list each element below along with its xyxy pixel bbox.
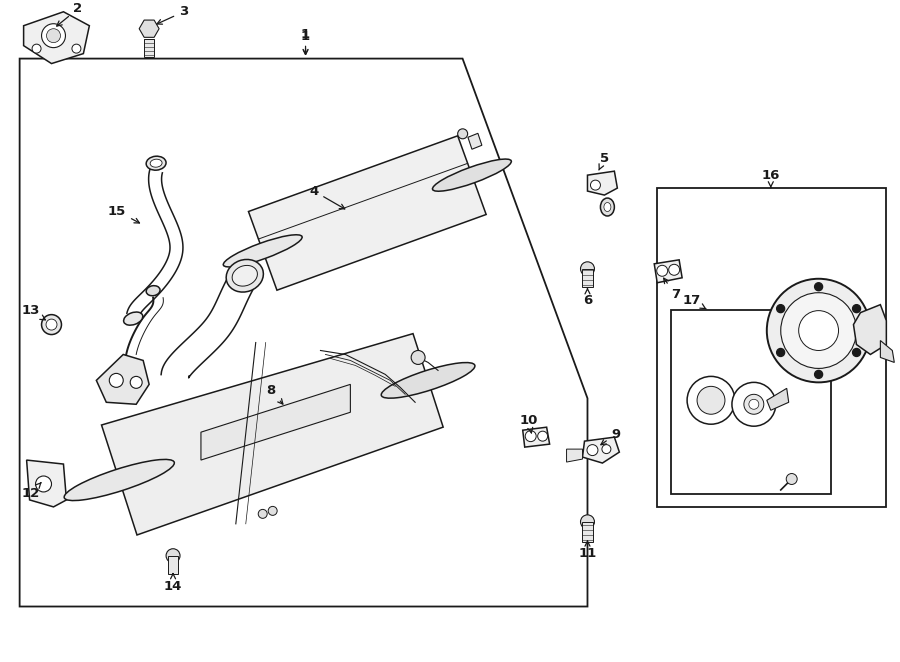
Ellipse shape [64, 459, 175, 500]
Text: 15: 15 [108, 205, 140, 223]
Circle shape [258, 509, 267, 518]
Circle shape [109, 373, 123, 387]
Circle shape [780, 293, 857, 369]
Text: 2: 2 [57, 2, 83, 26]
Circle shape [46, 319, 57, 330]
Polygon shape [588, 171, 617, 195]
Circle shape [41, 314, 61, 334]
Text: 12: 12 [22, 483, 41, 500]
Text: 13: 13 [22, 304, 45, 320]
Circle shape [537, 431, 547, 441]
Circle shape [526, 431, 536, 442]
Polygon shape [468, 133, 482, 149]
Polygon shape [248, 136, 486, 290]
Circle shape [47, 28, 60, 42]
Text: 11: 11 [579, 541, 597, 560]
Circle shape [687, 377, 735, 424]
Polygon shape [20, 59, 588, 606]
Ellipse shape [382, 363, 475, 398]
Polygon shape [201, 385, 350, 460]
Polygon shape [767, 389, 788, 410]
Polygon shape [96, 354, 149, 404]
Circle shape [814, 371, 823, 379]
Ellipse shape [232, 265, 257, 286]
Circle shape [732, 383, 776, 426]
Text: 10: 10 [519, 414, 537, 433]
Bar [582, 269, 593, 287]
Text: 1: 1 [301, 30, 310, 54]
Bar [144, 38, 154, 56]
Circle shape [767, 279, 870, 383]
Text: 14: 14 [164, 574, 182, 593]
Text: 17: 17 [683, 294, 706, 309]
Circle shape [587, 445, 598, 455]
Circle shape [787, 473, 797, 485]
Text: 7: 7 [663, 278, 680, 301]
Polygon shape [853, 305, 886, 354]
Circle shape [814, 283, 823, 291]
Circle shape [41, 24, 66, 48]
Polygon shape [102, 334, 443, 535]
Ellipse shape [123, 312, 143, 325]
Ellipse shape [146, 156, 166, 170]
Bar [168, 555, 178, 574]
Polygon shape [654, 260, 682, 283]
Circle shape [36, 476, 51, 492]
Bar [582, 522, 593, 542]
Bar [657, 188, 886, 507]
Circle shape [657, 265, 668, 276]
Text: 6: 6 [583, 289, 592, 307]
Text: 8: 8 [266, 384, 283, 404]
Polygon shape [523, 427, 550, 447]
Polygon shape [582, 437, 619, 463]
Circle shape [852, 348, 860, 356]
Polygon shape [140, 20, 159, 37]
Circle shape [744, 395, 764, 414]
Circle shape [669, 264, 680, 275]
Polygon shape [567, 449, 582, 462]
Circle shape [72, 44, 81, 53]
Circle shape [852, 305, 860, 312]
Circle shape [411, 350, 425, 364]
Ellipse shape [226, 260, 264, 292]
Ellipse shape [150, 159, 162, 167]
Circle shape [590, 180, 600, 190]
Text: 9: 9 [601, 428, 620, 445]
Bar [671, 310, 831, 494]
Text: 16: 16 [761, 169, 780, 187]
Ellipse shape [600, 198, 615, 216]
Circle shape [166, 549, 180, 563]
Circle shape [602, 445, 611, 453]
Circle shape [32, 44, 41, 53]
Circle shape [580, 515, 595, 529]
Polygon shape [880, 340, 895, 362]
Ellipse shape [433, 159, 511, 191]
Circle shape [268, 506, 277, 515]
Circle shape [777, 348, 785, 356]
Text: 4: 4 [310, 185, 345, 209]
Text: 3: 3 [157, 5, 188, 24]
Circle shape [749, 399, 759, 409]
Ellipse shape [604, 203, 611, 212]
Polygon shape [23, 12, 89, 64]
Circle shape [698, 387, 725, 414]
Ellipse shape [146, 286, 160, 296]
Circle shape [777, 305, 785, 312]
Ellipse shape [223, 235, 302, 267]
Text: 1: 1 [301, 28, 310, 54]
Circle shape [130, 377, 142, 389]
Circle shape [458, 129, 468, 139]
Polygon shape [27, 460, 67, 507]
Text: 5: 5 [598, 152, 609, 170]
Circle shape [580, 261, 595, 276]
Circle shape [798, 310, 839, 350]
